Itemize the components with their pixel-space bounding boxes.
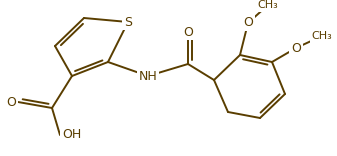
Text: O: O — [291, 41, 301, 54]
Text: OH: OH — [62, 129, 81, 141]
Text: O: O — [243, 17, 253, 29]
Text: CH₃: CH₃ — [312, 31, 332, 41]
Text: CH₃: CH₃ — [257, 0, 278, 10]
Text: O: O — [6, 95, 16, 109]
Text: NH: NH — [139, 70, 157, 83]
Text: S: S — [124, 15, 132, 29]
Text: O: O — [183, 25, 193, 39]
